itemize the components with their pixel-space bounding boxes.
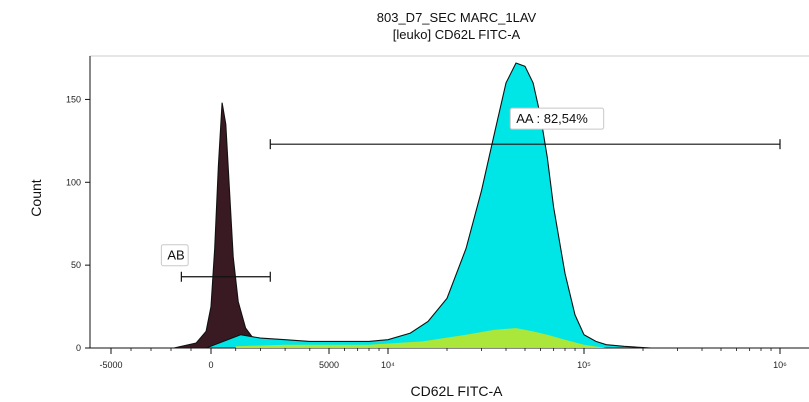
y-tick-label-3: 150 — [66, 94, 81, 104]
x-tick-label-0: -5000 — [99, 360, 122, 370]
gate-label-box-AB — [160, 244, 189, 267]
y-tick-label-1: 50 — [71, 260, 81, 270]
x-tick-label-4: 10⁵ — [577, 360, 591, 370]
x-tick-label-5: 10⁶ — [773, 360, 787, 370]
x-tick-label-1: 0 — [208, 360, 213, 370]
chart-title: 803_D7_SEC MARC_1LAV — [376, 10, 537, 25]
y-tick-label-2: 100 — [66, 177, 81, 187]
x-axis-label: CD62L FITC-A — [410, 383, 503, 399]
series-area-0 — [173, 102, 271, 349]
y-tick-label-0: 0 — [76, 343, 81, 353]
x-tick-label-3: 10⁴ — [381, 360, 395, 370]
gate-label-box-AA — [509, 107, 605, 130]
chart-subtitle: [leuko] CD62L FITC-A — [392, 27, 521, 42]
series-area-2 — [235, 328, 607, 348]
series-area-1 — [205, 62, 652, 349]
gate-label-AB: AB — [167, 248, 184, 263]
gate-label-AA: AA : 82,54% — [516, 111, 588, 126]
x-tick-label-2: 5000 — [319, 360, 339, 370]
